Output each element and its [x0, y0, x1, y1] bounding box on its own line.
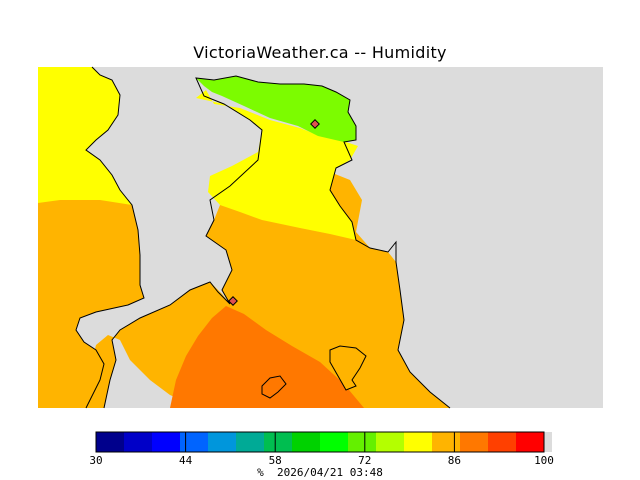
colorbar-tick-label: 30 [89, 454, 103, 467]
station-marker-victoria [228, 296, 238, 306]
east-land-orange-band [86, 170, 450, 408]
coastlines [75, 66, 451, 409]
colorbar-tick-label: 58 [268, 454, 282, 467]
colorbar-segment [320, 432, 349, 452]
page-title: VictoriaWeather.ca -- Humidity [193, 43, 447, 62]
colorbar-segment [404, 432, 433, 452]
west-coastline [75, 66, 145, 409]
timestamp: 2026/04/21 03:48 [276, 466, 383, 479]
south-dark-orange-band [170, 306, 364, 408]
colorbar-segment [264, 432, 293, 452]
colorbar-tick-label: 86 [447, 454, 462, 467]
colorbar-segment [460, 432, 489, 452]
east-coastline [103, 75, 451, 409]
small-island-1 [329, 345, 367, 391]
east-land-yellow-band [196, 90, 358, 240]
colorbar-segment [208, 432, 237, 452]
station-marker-north [310, 119, 320, 129]
unit-label: % [257, 466, 264, 479]
colorbar-segment [152, 432, 181, 452]
colorbar-segment [180, 432, 209, 452]
colorbar-segment [236, 432, 265, 452]
colorbar-segment [376, 432, 405, 452]
colorbar-segment [96, 432, 125, 452]
colorbar-segment [292, 432, 321, 452]
colorbar-segment [516, 432, 545, 452]
west-land-yellow-band [38, 67, 132, 205]
colorbar-end-cap [544, 432, 552, 452]
small-island-2 [261, 375, 287, 399]
colorbar-segment [124, 432, 153, 452]
colorbar-tick-label: 100 [534, 454, 554, 467]
colorbar-tick-label: 72 [358, 454, 372, 467]
colorbar-segment [488, 432, 517, 452]
humidity-contours [38, 67, 450, 408]
footer: % 2026/04/21 03:48 [0, 466, 640, 479]
colorbar-tick-label: 44 [178, 454, 193, 467]
colorbar-segment [348, 432, 377, 452]
colorbar-segment [432, 432, 461, 452]
